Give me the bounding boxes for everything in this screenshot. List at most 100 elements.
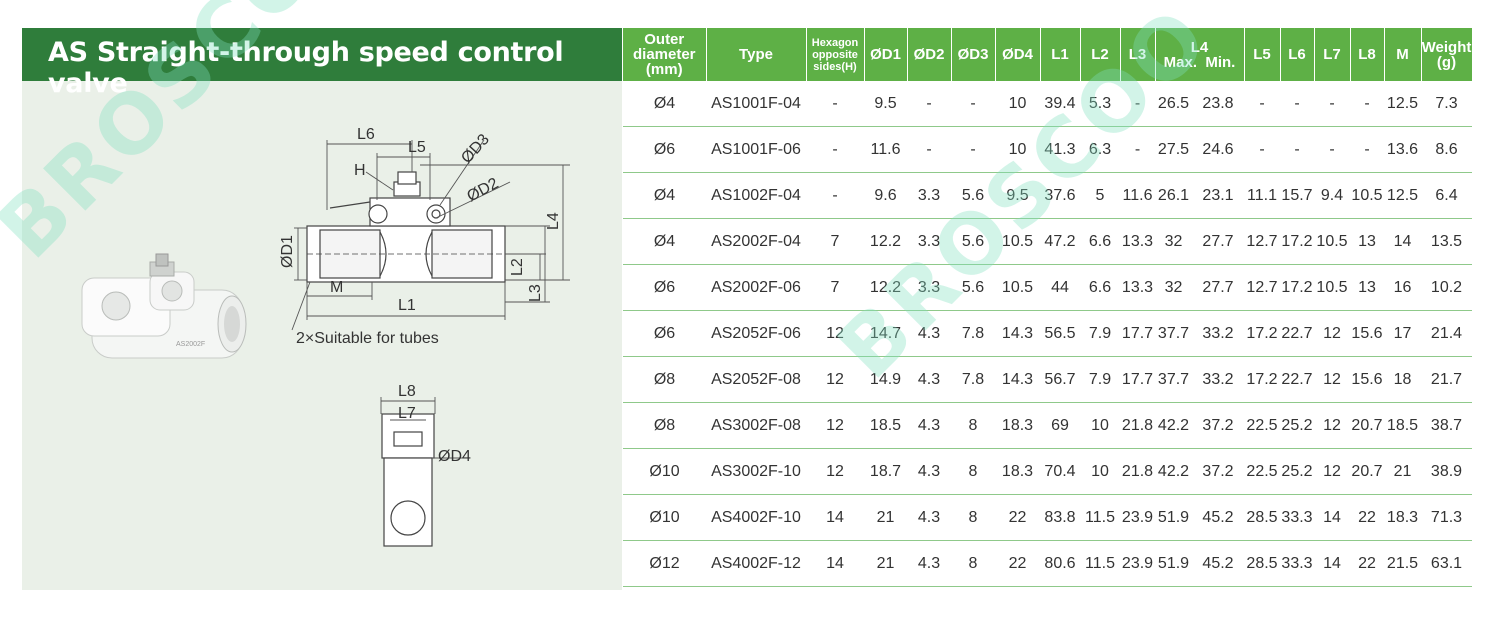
header-l3: L3	[1120, 28, 1156, 81]
table-cell: Ø4	[623, 218, 706, 265]
table-cell: 14	[806, 540, 864, 587]
table-cell: 12.5	[1384, 81, 1421, 127]
header-m: M	[1384, 28, 1422, 81]
technical-drawing: AS2002F	[81, 126, 570, 547]
table-cell: 7	[806, 218, 864, 265]
header-l4: L4 Max. Min.	[1155, 28, 1245, 81]
table-cell: 21.4	[1421, 310, 1472, 357]
label-l1: L1	[398, 297, 416, 314]
table-cell: 21.5	[1384, 540, 1421, 587]
table-cell: 13	[1350, 218, 1384, 265]
table-cell: -	[1350, 81, 1384, 127]
table-cell: 13.3	[1120, 264, 1155, 311]
table-cell: 10	[1080, 402, 1120, 449]
table-cell: 9.6	[864, 172, 907, 219]
table-cell: 12	[806, 310, 864, 357]
table-cell: 7.8	[951, 356, 995, 403]
table-cell: 51.9	[1155, 494, 1192, 541]
table-cell: 8	[951, 494, 995, 541]
table-cell: -	[951, 81, 995, 127]
header-l2: L2	[1080, 28, 1121, 81]
table-cell: 21.8	[1120, 448, 1155, 495]
header-l4-max: Max.	[1163, 53, 1197, 71]
table-cell: 45.2	[1192, 494, 1244, 541]
label-l2: L2	[509, 258, 526, 276]
table-cell: 22.5	[1244, 402, 1280, 449]
table-cell: 14	[806, 494, 864, 541]
table-cell: 6.6	[1080, 264, 1120, 311]
table-cell: 7.8	[951, 310, 995, 357]
table-cell: 10	[1080, 448, 1120, 495]
table-cell: 4.3	[907, 448, 951, 495]
table-cell: 15.6	[1350, 310, 1384, 357]
side-view	[380, 397, 470, 547]
label-l6: L6	[357, 126, 375, 143]
table-cell: 17.2	[1244, 356, 1280, 403]
table-cell: 70.4	[1040, 448, 1080, 495]
header-weight: Weight (g)	[1421, 28, 1473, 81]
table-cell: -	[806, 126, 864, 173]
type-cell: AS4002F-12	[706, 540, 806, 587]
table-row: Ø6 AS1001F-06-11.6- -10 41.3 6.3-27.5 24.6- - -…	[623, 126, 1472, 173]
table-cell: 18.5	[1384, 402, 1421, 449]
table-cell: 11.1	[1244, 172, 1280, 219]
header-d2: ØD2	[907, 28, 952, 81]
table-cell: 8	[951, 448, 995, 495]
header-hex-line2: opposite	[812, 48, 858, 61]
table-cell: Ø10	[623, 448, 706, 495]
table-cell: -	[907, 81, 951, 127]
table-cell: 10.5	[1350, 172, 1384, 219]
table-cell: 18.3	[995, 402, 1040, 449]
table-cell: Ø4	[623, 172, 706, 219]
table-cell: Ø6	[623, 264, 706, 311]
type-cell: AS1002F-04	[706, 172, 806, 219]
page-title: AS Straight-through speed control valve	[48, 37, 564, 99]
table-cell: 9.4	[1314, 172, 1350, 219]
table-cell: 12	[806, 356, 864, 403]
table-cell: 10.5	[1314, 264, 1350, 311]
table-cell: 18.3	[995, 448, 1040, 495]
product-illustration: AS2002F	[81, 253, 247, 359]
header-weight-line1: Weight	[1421, 38, 1472, 56]
table-cell: 17.7	[1120, 310, 1155, 357]
table-cell: 80.6	[1040, 540, 1080, 587]
table-cell: 6.3	[1080, 126, 1120, 173]
header-l7: L7	[1314, 28, 1351, 81]
table-cell: 28.5	[1244, 494, 1280, 541]
table-cell: 8	[951, 402, 995, 449]
table-cell: 3.3	[907, 172, 951, 219]
table-cell: 83.8	[1040, 494, 1080, 541]
table-row: Ø6 AS2002F-06 7 12.2 3.3 5.6 10.5 44 6.6 13.3 32 27…	[623, 264, 1472, 311]
table-cell: 27.7	[1192, 218, 1244, 265]
header-l4-min: Min.	[1205, 53, 1236, 71]
table-cell: 51.9	[1155, 540, 1192, 587]
product-marking: AS2002F	[176, 341, 205, 348]
label-l7: L7	[398, 405, 416, 422]
table-cell: 9.5	[995, 172, 1040, 219]
dimension-lines	[291, 139, 570, 331]
table-cell: 11.5	[1080, 494, 1120, 541]
header-d1: ØD1	[864, 28, 908, 81]
label-l8: L8	[398, 383, 416, 400]
table-cell: 33.2	[1192, 310, 1244, 357]
table-cell: -	[806, 172, 864, 219]
table-cell: 22	[1350, 540, 1384, 587]
table-cell: 13.3	[1120, 218, 1155, 265]
table-cell: 45.2	[1192, 540, 1244, 587]
table-cell: 5	[1080, 172, 1120, 219]
table-cell: -	[1350, 126, 1384, 173]
header-outer-line2: diameter	[632, 46, 696, 63]
table-cell: 25.2	[1280, 448, 1314, 495]
table-cell: 12.7	[1244, 264, 1280, 311]
table-cell: 5.3	[1080, 81, 1120, 127]
table-row: Ø10 AS3002F-10 12 18.7 4.3 8 18.3 70.4 10 21.8 42.…	[623, 448, 1472, 495]
header-outer-diameter: Outer diameter (mm)	[623, 28, 707, 81]
table-cell: Ø8	[623, 402, 706, 449]
type-cell: AS2002F-04	[706, 218, 806, 265]
table-cell: 12	[806, 448, 864, 495]
label-l3: L3	[527, 284, 544, 302]
table-cell: 27.7	[1192, 264, 1244, 311]
header-l5: L5	[1244, 28, 1281, 81]
table-cell: 22	[995, 540, 1040, 587]
table-cell: 21	[864, 540, 907, 587]
